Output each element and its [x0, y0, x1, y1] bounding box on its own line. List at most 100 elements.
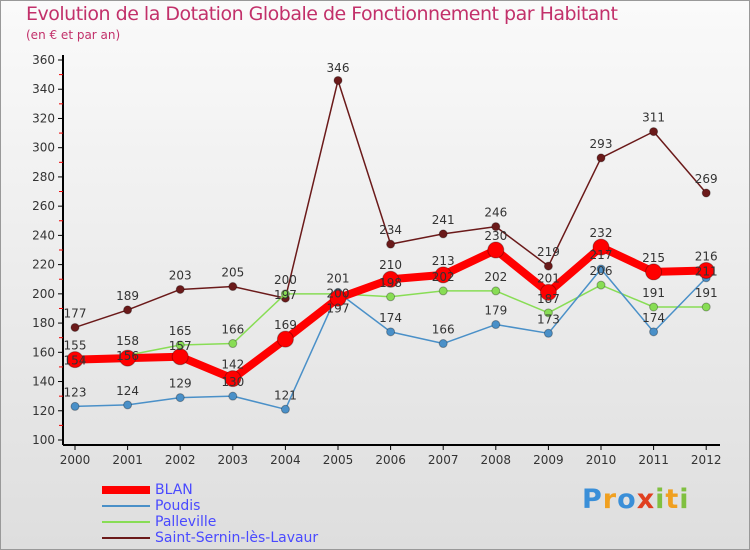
data-label: 169 — [274, 318, 297, 332]
data-label: 346 — [327, 61, 350, 75]
x-tick-label: 2010 — [586, 453, 617, 467]
data-label: 232 — [590, 226, 613, 240]
data-label: 156 — [116, 349, 139, 363]
data-point — [276, 330, 294, 348]
data-label: 130 — [221, 375, 244, 389]
data-point — [70, 322, 80, 332]
data-label: 198 — [379, 276, 402, 290]
data-label: 202 — [432, 270, 455, 284]
data-point — [539, 283, 557, 301]
legend-item: Palleville — [155, 514, 217, 530]
data-point — [438, 339, 448, 349]
data-label: 206 — [590, 264, 613, 278]
y-tick-label: 240 — [32, 228, 55, 242]
data-label: 201 — [327, 271, 350, 285]
data-point — [228, 339, 238, 349]
data-label: 129 — [169, 377, 192, 391]
data-label: 142 — [221, 358, 244, 372]
series-line-Saint-Sernin-lès-Lavaur — [74, 79, 707, 329]
y-tick-label: 180 — [32, 316, 55, 330]
x-tick-label: 2008 — [481, 453, 512, 467]
data-point — [175, 284, 185, 294]
data-point — [701, 302, 711, 312]
data-label: 173 — [537, 312, 560, 326]
data-point — [123, 305, 133, 315]
y-tick-label: 120 — [32, 404, 55, 418]
y-tick-label: 140 — [32, 375, 55, 389]
data-point — [649, 302, 659, 312]
data-point — [386, 327, 396, 337]
y-tick-label: 220 — [32, 258, 55, 272]
x-tick-label: 2006 — [375, 453, 406, 467]
y-tick-label: 340 — [32, 82, 55, 96]
data-point — [333, 75, 343, 85]
data-label: 179 — [484, 304, 507, 318]
data-point — [491, 286, 501, 296]
legend-swatch — [102, 521, 150, 523]
data-label: 200 — [327, 286, 350, 300]
data-label: 197 — [327, 301, 350, 315]
y-tick-label: 360 — [32, 53, 55, 67]
data-point — [386, 239, 396, 249]
data-label: 197 — [274, 288, 297, 302]
data-label: 189 — [116, 289, 139, 303]
data-point — [123, 400, 133, 410]
data-point — [701, 188, 711, 198]
data-label: 174 — [642, 311, 665, 325]
data-point — [645, 263, 663, 281]
legend-swatch — [102, 537, 150, 539]
data-label: 202 — [484, 270, 507, 284]
data-label: 211 — [695, 264, 718, 278]
data-label: 200 — [274, 273, 297, 287]
data-label: 210 — [379, 258, 402, 272]
data-point — [438, 286, 448, 296]
data-label: 246 — [484, 206, 507, 220]
data-label: 311 — [642, 111, 665, 125]
data-point — [228, 391, 238, 401]
y-tick-label: 280 — [32, 170, 55, 184]
data-point — [491, 320, 501, 330]
data-point — [487, 241, 505, 259]
data-label: 157 — [169, 339, 192, 353]
legend-item: Poudis — [155, 498, 201, 514]
data-point — [70, 401, 80, 411]
data-point — [228, 282, 238, 292]
data-point — [697, 261, 715, 279]
legend-swatch — [102, 486, 150, 494]
data-label: 165 — [169, 324, 192, 338]
data-label: 166 — [221, 323, 244, 337]
data-point — [596, 153, 606, 163]
data-point — [329, 289, 347, 307]
y-tick-label: 160 — [32, 345, 55, 359]
data-point — [171, 348, 189, 366]
data-point — [649, 127, 659, 137]
x-tick-label: 2007 — [428, 453, 459, 467]
x-tick-label: 2002 — [165, 453, 196, 467]
data-point — [280, 404, 290, 414]
data-point — [386, 292, 396, 302]
y-tick-label: 200 — [32, 287, 55, 301]
x-tick-label: 2004 — [270, 453, 301, 467]
data-label: 187 — [537, 292, 560, 306]
data-label: 213 — [432, 254, 455, 268]
data-label: 230 — [484, 229, 507, 243]
data-label: 269 — [695, 172, 718, 186]
chart-title: Evolution de la Dotation Globale de Fonc… — [26, 3, 618, 25]
data-point — [175, 393, 185, 403]
y-tick-label: 300 — [32, 141, 55, 155]
data-label: 154 — [64, 354, 87, 368]
data-point — [596, 280, 606, 290]
chart-subtitle: (en € et par an) — [26, 28, 121, 42]
data-label: 219 — [537, 245, 560, 259]
data-point — [543, 308, 553, 318]
data-label: 123 — [64, 385, 87, 399]
data-label: 215 — [642, 251, 665, 265]
data-point — [119, 349, 137, 367]
data-label: 174 — [379, 311, 402, 325]
data-label: 124 — [116, 384, 139, 398]
data-point — [280, 289, 290, 299]
legend-item: Saint-Sernin-lès-Lavaur — [155, 530, 319, 546]
data-label: 191 — [642, 286, 665, 300]
